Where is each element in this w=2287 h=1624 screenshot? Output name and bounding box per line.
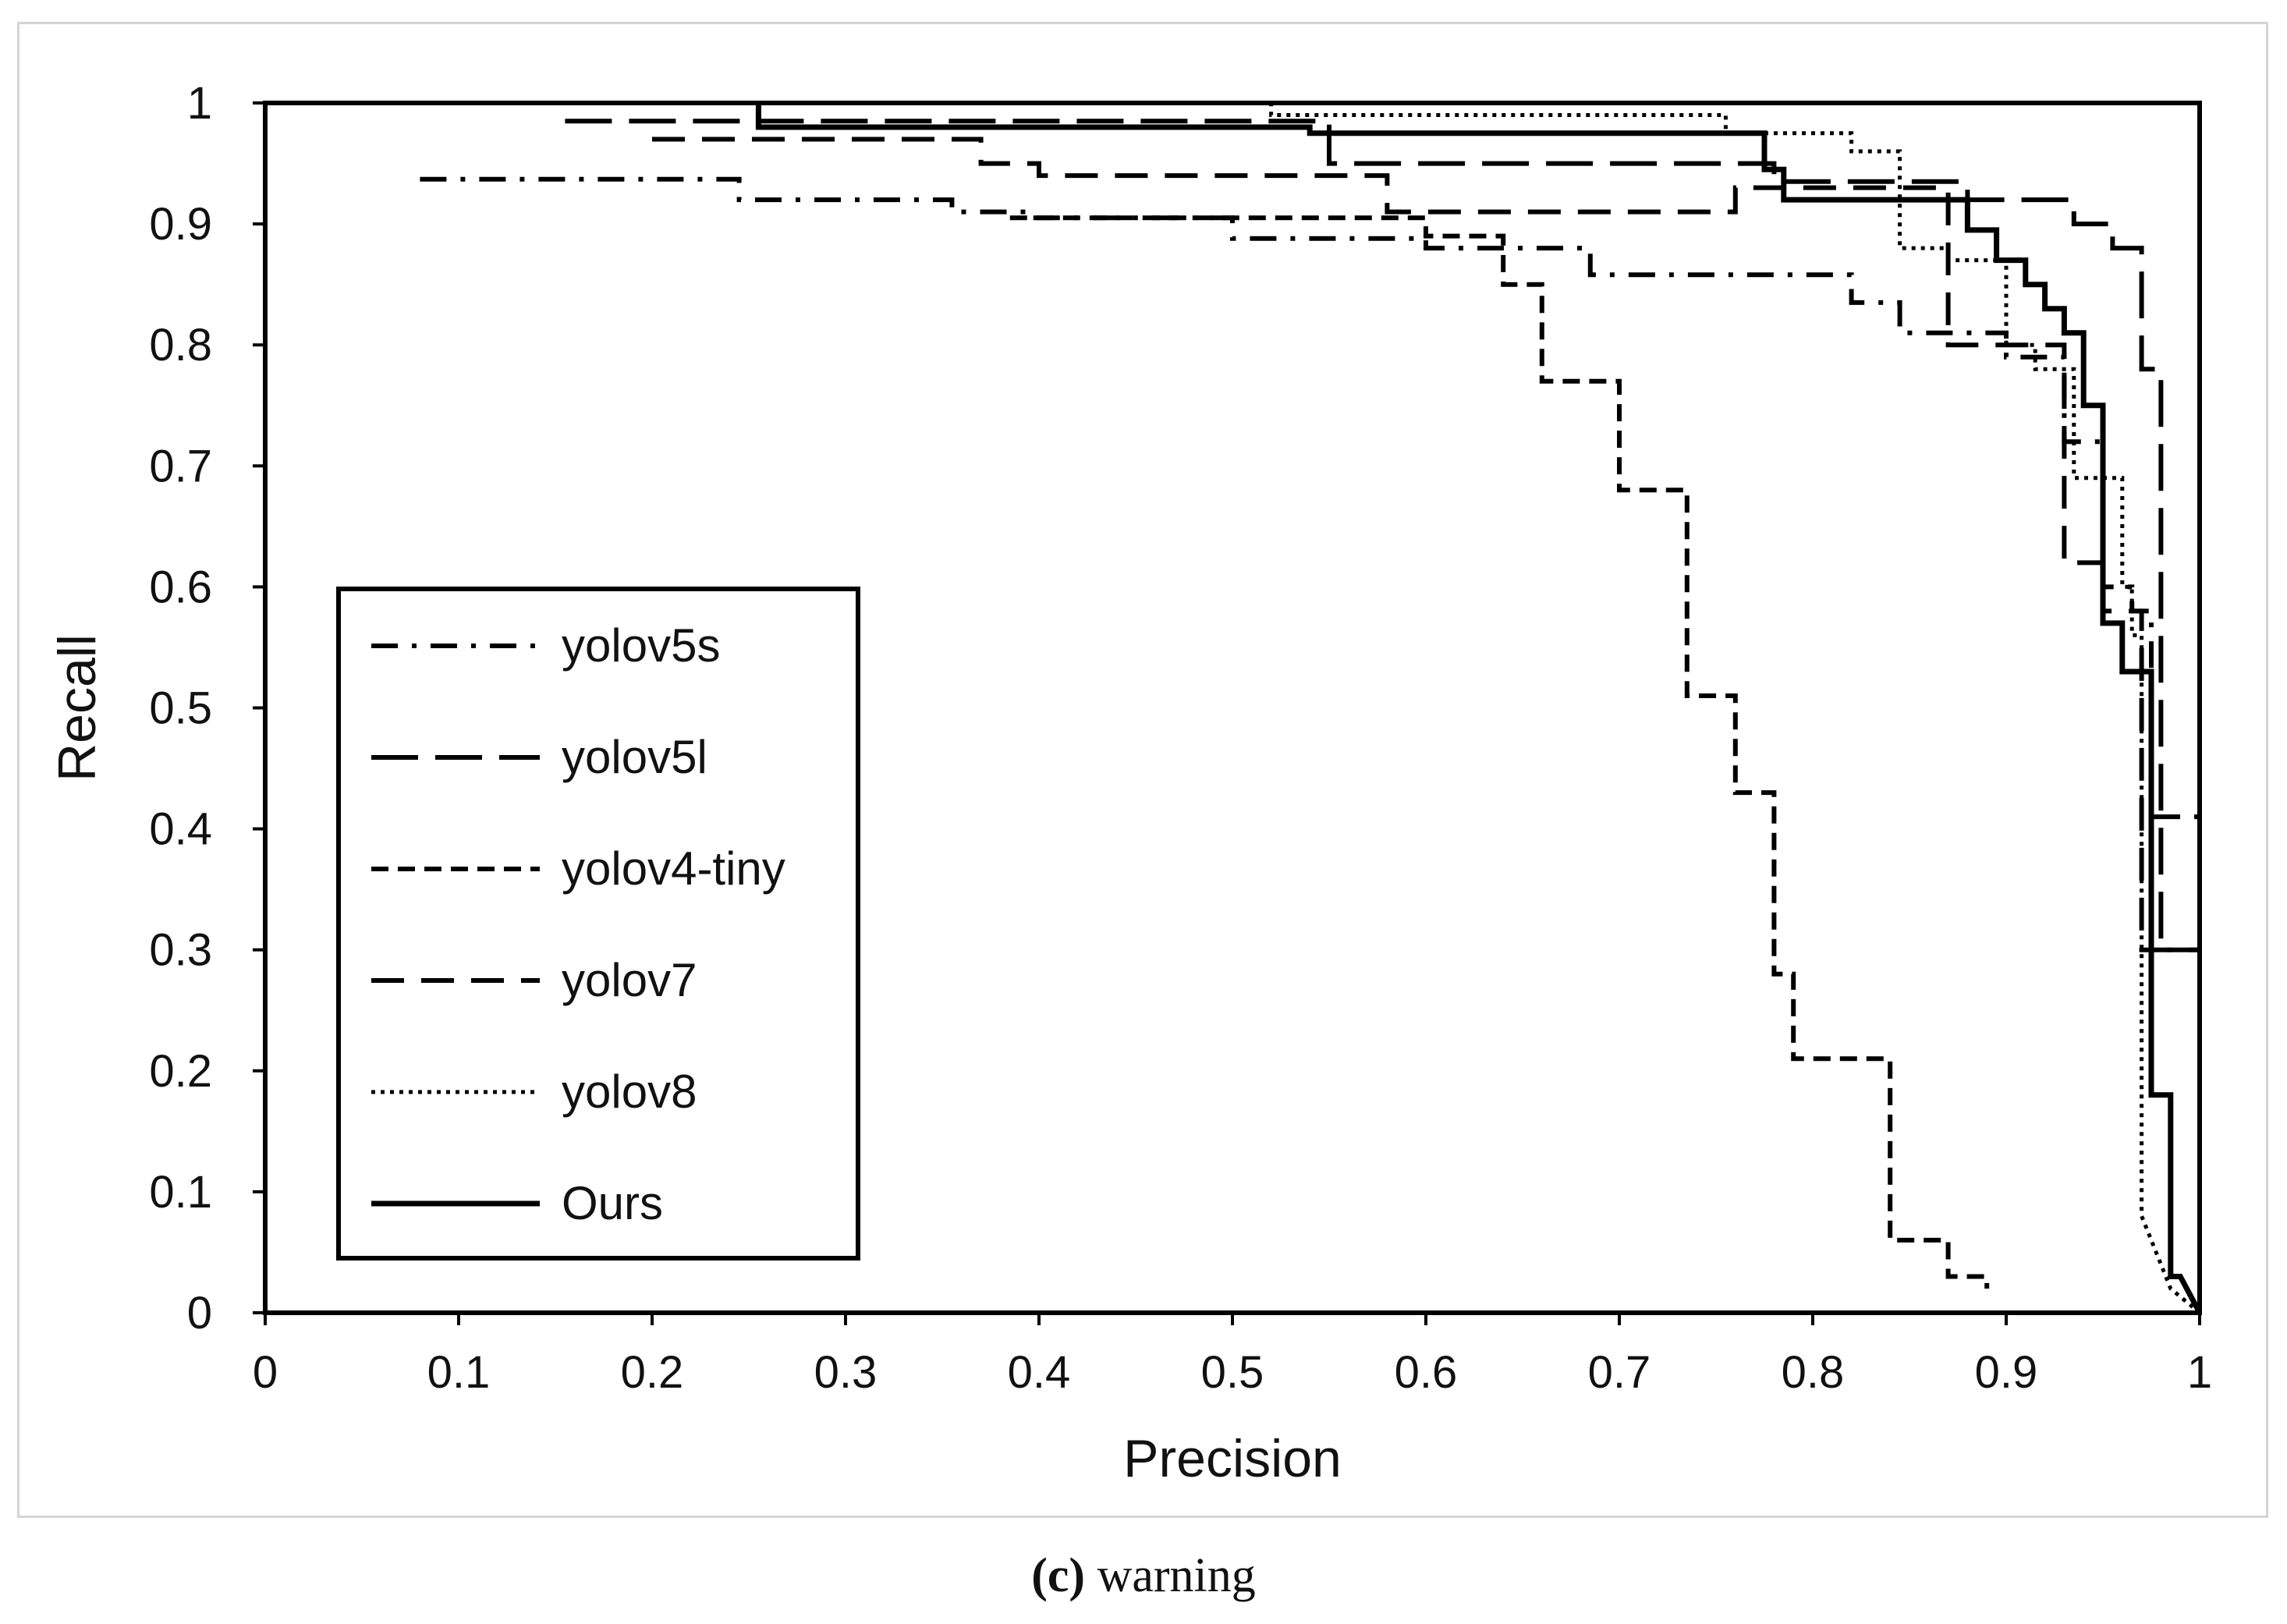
legend: yolov5s yolov5l yolov4-tiny yolov7 yolov8 Our…	[336, 587, 860, 1261]
y-tick-label: 0.9	[149, 199, 212, 250]
x-tick-label: 0.9	[1975, 1347, 2038, 1398]
series-line-yolov4-tiny	[1009, 215, 1990, 1289]
series-line-yolov5l	[565, 119, 2200, 952]
plot-area-border	[263, 101, 2202, 1315]
x-tick-label: 0.1	[427, 1347, 491, 1398]
x-tick-label: 0.5	[1201, 1347, 1264, 1398]
legend-label: yolov8	[562, 1066, 697, 1118]
y-tick-label: 0	[187, 1288, 212, 1339]
series-line-ours	[755, 103, 2203, 1314]
y-tick-label: 1	[187, 78, 212, 129]
legend-label: yolov5l	[562, 731, 707, 783]
x-tick-label: 1	[2187, 1347, 2212, 1398]
x-tick-label: 0.4	[1008, 1347, 1071, 1398]
ticks-layer: 0 0.1 0.2 0.3 0.4 0.5 0.6 0.7 0.8 0.9 1 0 0.1 0.2 0.3 0…	[149, 78, 2212, 1398]
caption-label: (c)	[1031, 1549, 1086, 1602]
y-tick-label: 0.5	[149, 683, 212, 734]
y-tick-label: 0.1	[149, 1167, 212, 1218]
y-tick-label: 0.6	[149, 562, 212, 612]
y-tick-label: 0.4	[149, 804, 212, 855]
y-tick-label: 0.7	[149, 441, 212, 491]
y-axis-title: Recall	[48, 634, 107, 782]
y-tick-label: 0.8	[149, 320, 212, 371]
caption-text: warning	[1097, 1549, 1256, 1602]
series-line-yolov7	[652, 137, 2200, 952]
y-tick-label: 0.2	[149, 1046, 212, 1097]
series-layer	[420, 101, 2203, 1314]
x-tick-label: 0	[253, 1347, 278, 1398]
x-tick-label: 0.7	[1588, 1347, 1651, 1398]
x-tick-label: 0.2	[621, 1347, 684, 1398]
series-line-yolov8	[1251, 101, 2201, 1314]
legend-label: Ours	[562, 1177, 663, 1229]
legend-label: yolov7	[562, 954, 697, 1006]
legend-label: yolov4-tiny	[562, 842, 785, 895]
legend-box	[336, 587, 860, 1261]
x-tick-label: 0.3	[814, 1347, 878, 1398]
series-line-yolov5s	[420, 176, 2200, 820]
figure-caption: (c) warning	[0, 1548, 2287, 1604]
legend-label: yolov5s	[562, 619, 720, 672]
y-tick-label: 0.3	[149, 925, 212, 976]
x-tick-label: 0.8	[1782, 1347, 1845, 1398]
pr-curve-chart: 0 0.1 0.2 0.3 0.4 0.5 0.6 0.7 0.8 0.9 1 0 0.1 0.2 0.3 0…	[48, 78, 2212, 1488]
x-axis-title: Precision	[1123, 1429, 1342, 1488]
x-tick-label: 0.6	[1395, 1347, 1458, 1398]
